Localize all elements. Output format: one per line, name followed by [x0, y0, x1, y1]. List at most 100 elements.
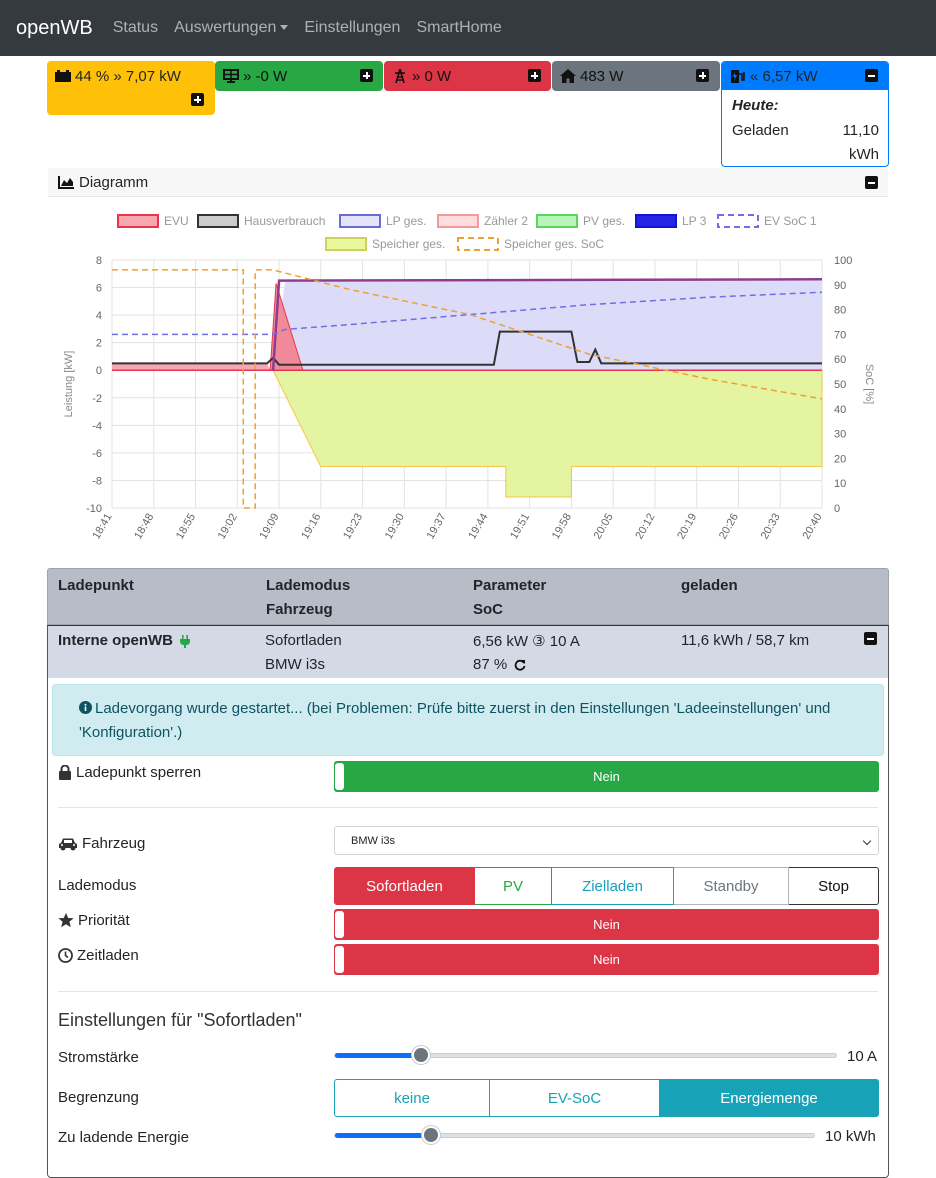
chevron-down-icon	[862, 836, 872, 846]
priority-toggle[interactable]: Nein	[334, 909, 879, 940]
x-tick-label: 20:19	[675, 512, 699, 542]
hausverbrauch-line	[112, 330, 822, 366]
evu-area	[112, 363, 271, 371]
y-axis-label: Leistung [kW]	[63, 351, 75, 418]
row-soc-value: 87 %	[473, 656, 508, 673]
timer-toggle[interactable]: Nein	[334, 944, 879, 975]
battery-tile-value: 44 % » 7,07 kW	[75, 67, 181, 85]
x-tick-label: 19:16	[299, 512, 323, 542]
current-label-text: Stromstärke	[58, 1049, 139, 1066]
expand-plus-icon[interactable]	[191, 93, 204, 106]
pv-tile[interactable]: » -0 W	[215, 61, 383, 91]
toggle-knob	[335, 946, 344, 973]
legend-label: Speicher ges.	[372, 237, 445, 251]
timer-label-text: Zeitladen	[77, 947, 139, 964]
y2-tick-label: 40	[834, 404, 846, 416]
timer-label: Zeitladen	[58, 947, 139, 964]
house-tile[interactable]: 483 W	[552, 61, 720, 91]
legend-swatch	[117, 214, 159, 228]
y2-tick-label: 90	[834, 280, 846, 292]
y2-tick-label: 50	[834, 379, 846, 391]
power-chart-svg: 86420-2-4-6-8-10100908070605040302010018…	[63, 214, 875, 542]
mode-zielladen-button[interactable]: Zielladen	[552, 867, 674, 905]
lp-ges-line	[271, 278, 823, 371]
battery-tile[interactable]: 44 % » 7,07 kW	[47, 61, 215, 115]
speicher-soc-line	[112, 269, 823, 509]
charged-unit: kWh	[849, 146, 879, 163]
charging-station-icon	[731, 70, 745, 83]
nav-status[interactable]: Status	[112, 19, 159, 36]
collapse-minus-icon[interactable]	[865, 69, 878, 82]
energy-label-text: Zu ladende Energie	[58, 1129, 189, 1146]
priority-toggle-value: Nein	[593, 917, 620, 932]
toggle-knob	[335, 911, 344, 938]
ladepunkt-table-header: Ladepunkt Lademodus Fahrzeug Parameter S…	[47, 568, 889, 625]
header-fahrzeug: Fahrzeug	[266, 601, 333, 618]
nav-smarthome[interactable]: SmartHome	[416, 19, 502, 36]
grid-tile[interactable]: » 0 W	[384, 61, 551, 91]
expand-plus-icon[interactable]	[360, 69, 373, 82]
limit-keine-button[interactable]: keine	[334, 1079, 490, 1117]
navbar: openWB Status Auswertungen Einstellungen…	[0, 0, 936, 56]
limit-button-group: keine EV-SoC Energiemenge	[334, 1079, 879, 1117]
charge-tile[interactable]: « 6,57 kW Heute: Geladen 11,10 kWh	[721, 61, 889, 167]
toggle-knob	[335, 763, 344, 790]
legend-label: EV SoC 1	[764, 214, 817, 228]
x-tick-label: 19:37	[425, 512, 449, 542]
collapse-minus-icon[interactable]	[864, 632, 877, 645]
house-tile-value: 483 W	[580, 67, 624, 85]
energy-slider[interactable]	[334, 1126, 815, 1144]
mode-pv-button[interactable]: PV	[475, 867, 552, 905]
current-value: 10 A	[847, 1048, 878, 1065]
legend-swatch	[339, 214, 381, 228]
mode-label-text: Lademodus	[58, 877, 137, 894]
mode-sofortladen-button[interactable]: Sofortladen	[334, 867, 475, 905]
x-tick-label: 20:33	[759, 512, 783, 542]
lock-toggle[interactable]: Nein	[334, 761, 879, 792]
x-tick-label: 20:40	[800, 512, 824, 542]
slider-thumb[interactable]	[422, 1126, 441, 1144]
lp-ges-area	[273, 280, 823, 371]
row-soc: 87 %	[473, 656, 526, 673]
current-slider[interactable]	[334, 1046, 837, 1064]
nav-einstellungen[interactable]: Einstellungen	[304, 19, 401, 36]
ladepunkt-row[interactable]: Interne openWB Sofortladen BMW i3s 6,56 …	[48, 626, 888, 678]
x-tick-label: 20:26	[717, 512, 741, 542]
x-tick-label: 19:23	[341, 512, 365, 542]
priority-label-text: Priorität	[78, 912, 130, 929]
plug-icon	[180, 634, 191, 648]
y-tick-label: -4	[92, 420, 102, 432]
nav-auswertungen[interactable]: Auswertungen	[174, 19, 289, 37]
y2-tick-label: 70	[834, 329, 846, 341]
collapse-minus-icon[interactable]	[865, 176, 878, 189]
expand-plus-icon[interactable]	[528, 69, 541, 82]
charged-label: Geladen	[732, 122, 789, 139]
limit-evsoc-button[interactable]: EV-SoC	[490, 1079, 660, 1117]
expand-plus-icon[interactable]	[696, 69, 709, 82]
lock-label: Ladepunkt sperren	[58, 764, 201, 781]
slider-thumb[interactable]	[411, 1046, 430, 1064]
brand[interactable]: openWB	[16, 16, 93, 39]
diagram-header: Diagramm	[48, 168, 888, 197]
refresh-icon[interactable]	[514, 659, 526, 671]
row-param: 6,56 kW ③ 10 A	[473, 633, 580, 650]
y-tick-label: -8	[92, 475, 102, 487]
y2-tick-label: 100	[834, 255, 852, 267]
x-tick-label: 19:51	[508, 512, 532, 542]
legend-swatch	[437, 214, 479, 228]
limit-energiemenge-button[interactable]: Energiemenge	[660, 1079, 879, 1117]
legend-label: EVU	[164, 214, 189, 228]
mode-standby-button[interactable]: Standby	[674, 867, 789, 905]
y-tick-label: 8	[96, 255, 102, 267]
legend-label: LP ges.	[386, 214, 426, 228]
slider-fill	[335, 1133, 432, 1138]
legend-swatch	[325, 237, 367, 251]
header-geladen: geladen	[681, 577, 738, 594]
vehicle-select[interactable]: BMW i3s	[334, 826, 879, 855]
lock-label-text: Ladepunkt sperren	[76, 764, 202, 781]
area-chart-icon	[58, 175, 74, 189]
timer-toggle-value: Nein	[593, 952, 620, 967]
y2-tick-label: 10	[834, 478, 846, 490]
ev-soc-line	[112, 291, 823, 336]
mode-stop-button[interactable]: Stop	[789, 867, 879, 905]
